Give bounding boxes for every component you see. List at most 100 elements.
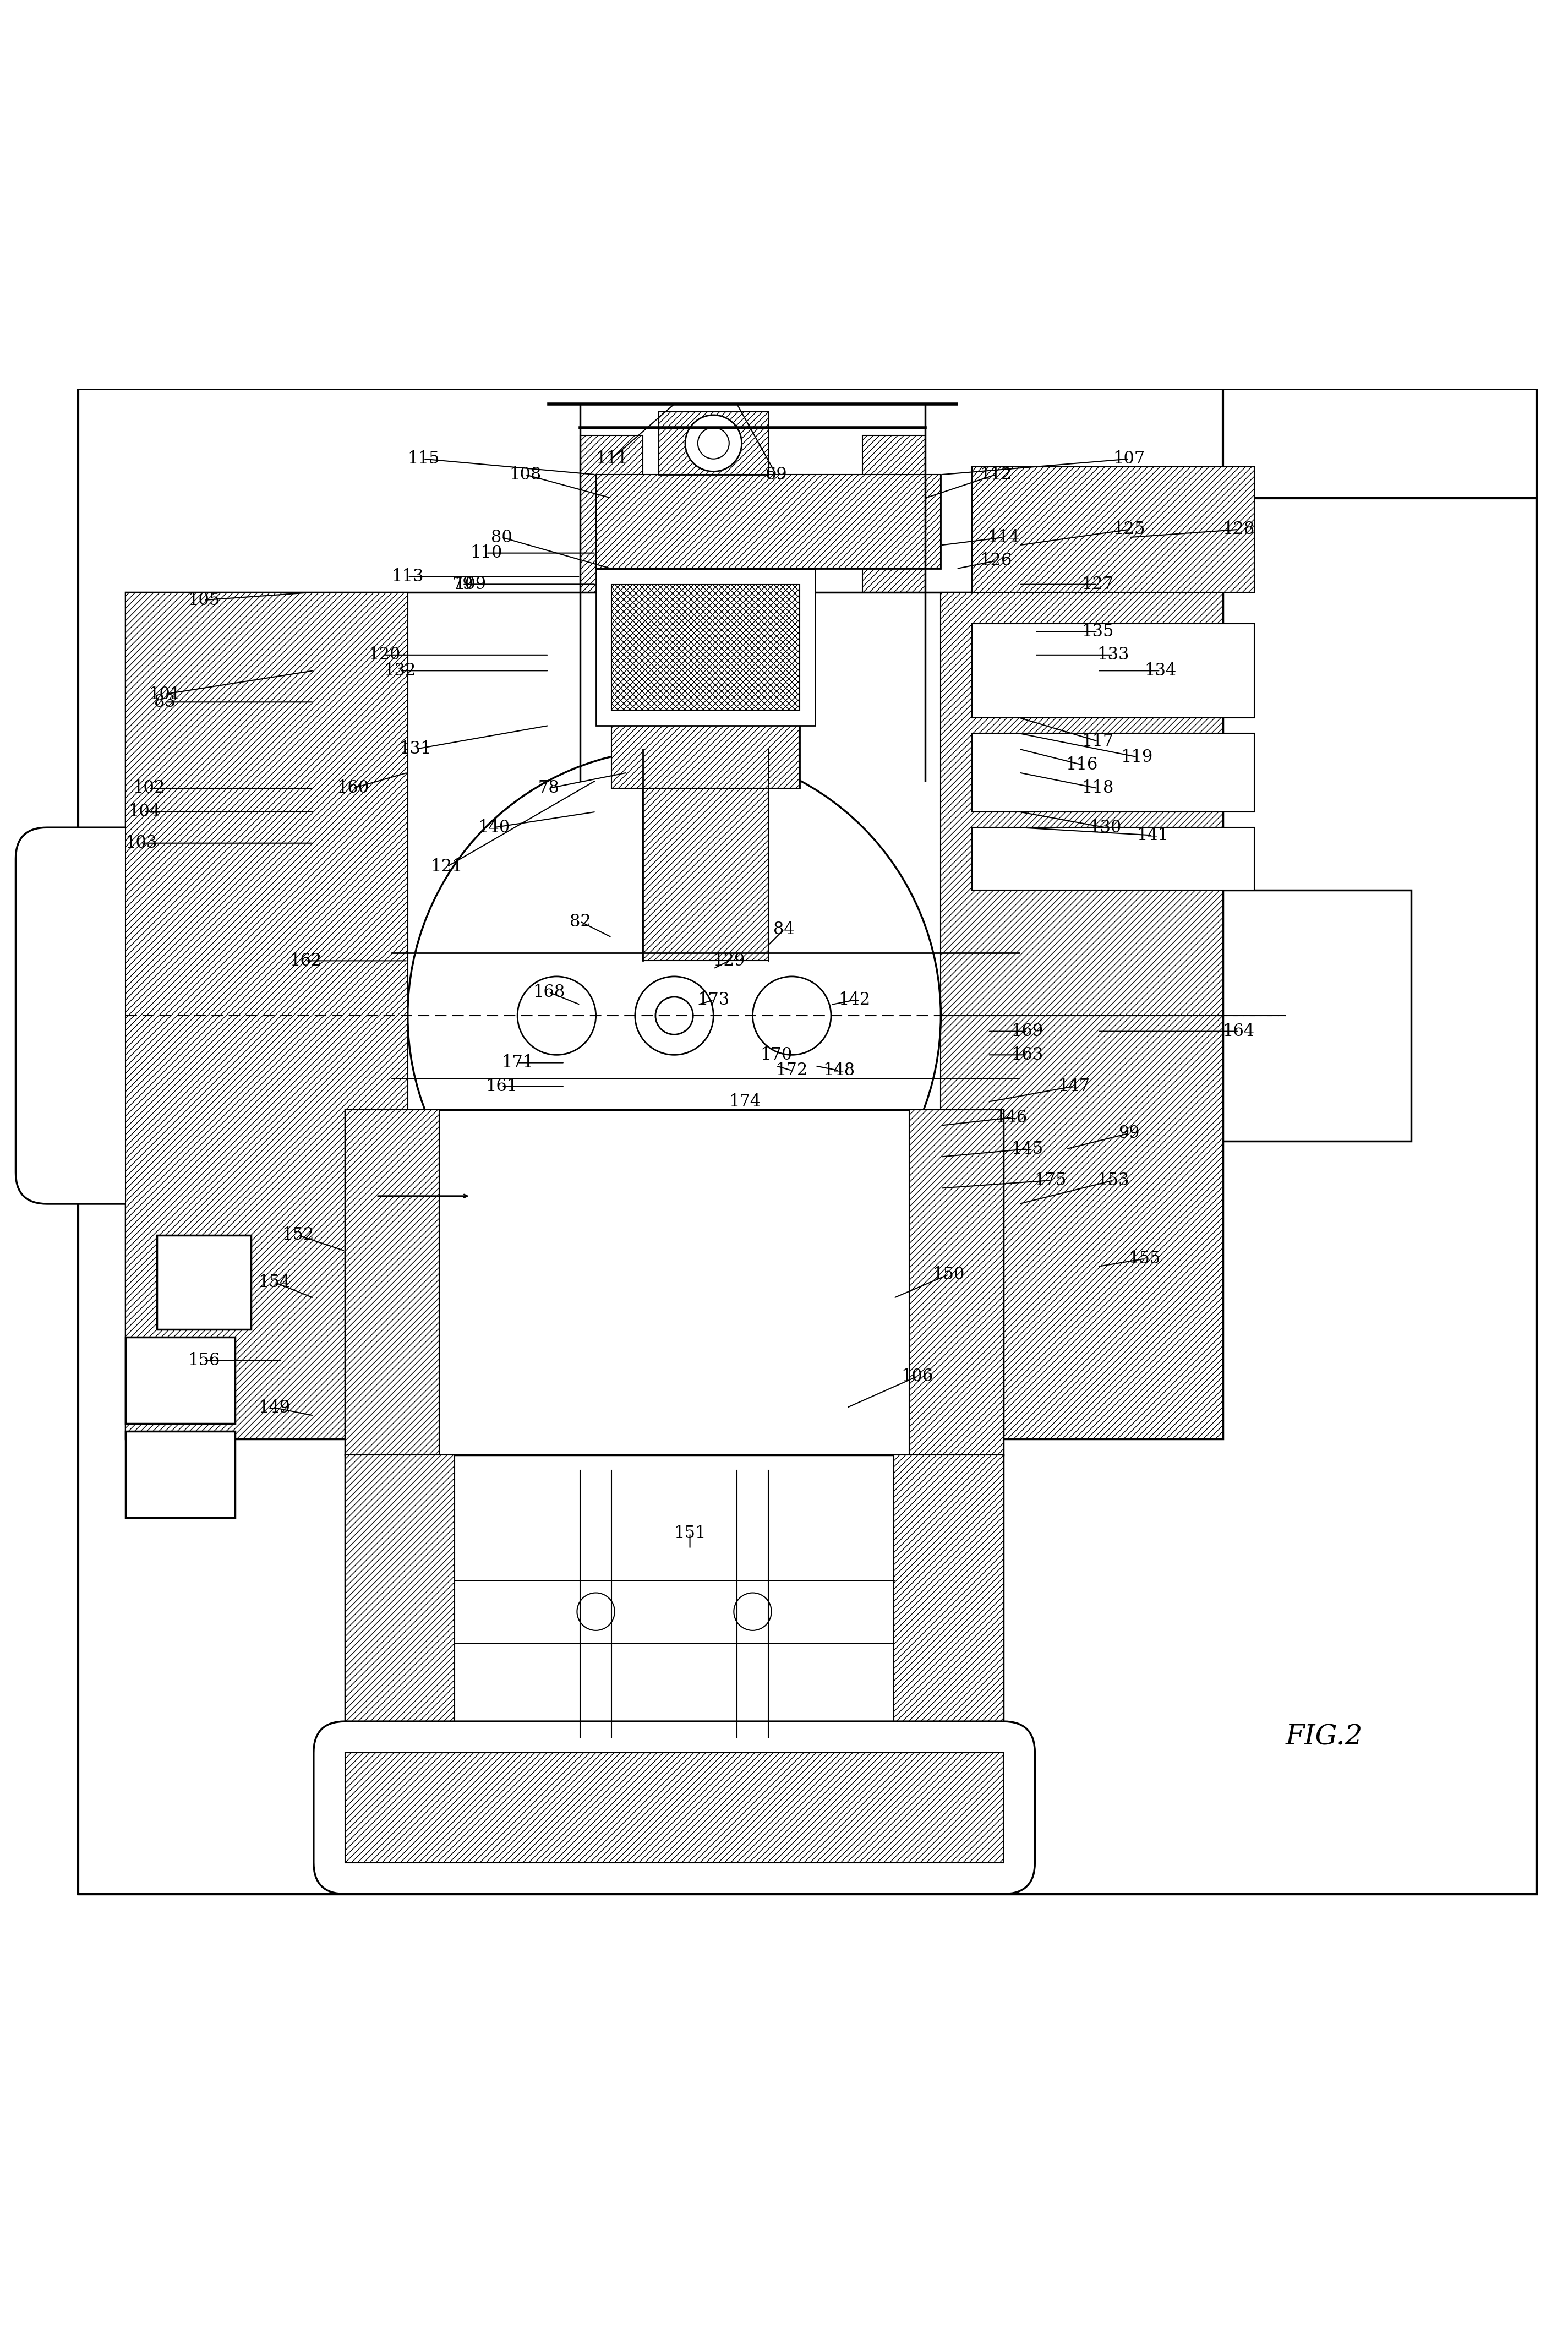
Text: 121: 121 [431, 858, 463, 875]
Bar [596, 570, 815, 725]
Text: 146: 146 [996, 1109, 1027, 1126]
Text: 126: 126 [980, 553, 1011, 570]
Text: 69: 69 [765, 467, 787, 483]
Bar [894, 1454, 1004, 1752]
FancyBboxPatch shape [16, 828, 188, 1203]
Text: 141: 141 [1137, 828, 1168, 844]
Bar [345, 1109, 439, 1454]
Text: 115: 115 [408, 450, 439, 467]
Text: 135: 135 [1082, 624, 1113, 640]
Text: 160: 160 [337, 781, 368, 797]
Text: 127: 127 [1082, 577, 1113, 593]
Text: 109: 109 [455, 577, 486, 593]
FancyBboxPatch shape [314, 1721, 1035, 1895]
Bar [345, 1109, 1004, 1454]
Bar [643, 748, 768, 961]
Circle shape [517, 976, 596, 1055]
Text: 163: 163 [1011, 1046, 1043, 1062]
Text: 175: 175 [1035, 1172, 1066, 1189]
Text: 120: 120 [368, 647, 400, 664]
Text: 80: 80 [491, 530, 513, 546]
Bar [345, 1454, 455, 1752]
Text: 170: 170 [760, 1046, 792, 1062]
Text: 104: 104 [129, 804, 160, 821]
Text: 111: 111 [596, 450, 627, 467]
Circle shape [361, 701, 988, 1330]
Text: 78: 78 [538, 781, 560, 797]
Text: 154: 154 [259, 1273, 290, 1290]
Circle shape [655, 997, 693, 1034]
Text: 168: 168 [533, 983, 564, 1001]
Text: 134: 134 [1145, 661, 1176, 680]
Circle shape [635, 976, 713, 1055]
Text: 147: 147 [1058, 1079, 1090, 1095]
Bar [612, 584, 800, 711]
Bar [659, 413, 768, 474]
Bar [972, 467, 1254, 593]
Bar [941, 593, 1223, 1440]
Text: 132: 132 [384, 661, 416, 680]
Text: 149: 149 [259, 1400, 290, 1416]
Bar [125, 593, 408, 1440]
Text: 114: 114 [988, 530, 1019, 546]
Text: 150: 150 [933, 1266, 964, 1283]
Text: 169: 169 [1011, 1022, 1043, 1039]
Text: 116: 116 [1066, 755, 1098, 774]
Text: FIG.2: FIG.2 [1286, 1724, 1363, 1752]
Text: 107: 107 [1113, 450, 1145, 467]
Bar [909, 1109, 1004, 1454]
Bar [659, 413, 768, 474]
Bar [125, 593, 1223, 1440]
Bar [1223, 891, 1411, 1142]
Circle shape [577, 1592, 615, 1630]
Bar [972, 624, 1254, 718]
Text: 142: 142 [839, 992, 870, 1008]
Text: 84: 84 [773, 922, 795, 938]
Text: 133: 133 [1098, 647, 1129, 664]
Text: 110: 110 [470, 544, 502, 560]
Text: 113: 113 [392, 567, 423, 586]
Bar [580, 436, 643, 748]
Bar [612, 725, 800, 788]
Text: 174: 174 [729, 1093, 760, 1112]
Bar [125, 1337, 235, 1423]
Text: 118: 118 [1082, 781, 1113, 797]
Text: 164: 164 [1223, 1022, 1254, 1039]
Bar [862, 436, 925, 748]
Bar [345, 1454, 1004, 1752]
Text: 117: 117 [1082, 732, 1113, 750]
Bar [972, 467, 1254, 593]
Bar [125, 1430, 235, 1517]
Text: 162: 162 [290, 952, 321, 968]
Circle shape [698, 427, 729, 460]
Text: 152: 152 [282, 1226, 314, 1243]
Text: 79: 79 [452, 577, 474, 593]
Text: 130: 130 [1090, 818, 1121, 837]
Text: 172: 172 [776, 1062, 808, 1079]
Text: 102: 102 [133, 781, 165, 797]
Text: 151: 151 [674, 1524, 706, 1541]
Text: 112: 112 [980, 467, 1011, 483]
Text: 106: 106 [902, 1367, 933, 1386]
Text: 125: 125 [1113, 521, 1145, 537]
Text: 173: 173 [698, 992, 729, 1008]
Text: 148: 148 [823, 1062, 855, 1079]
Text: 161: 161 [486, 1079, 517, 1095]
Text: 171: 171 [502, 1055, 533, 1072]
Text: 153: 153 [1098, 1172, 1129, 1189]
Circle shape [408, 748, 941, 1283]
Text: 155: 155 [1129, 1250, 1160, 1266]
Circle shape [685, 415, 742, 471]
Text: 128: 128 [1223, 521, 1254, 537]
Text: 156: 156 [188, 1353, 220, 1369]
Text: 82: 82 [569, 912, 591, 931]
Text: 101: 101 [149, 685, 180, 703]
Circle shape [753, 976, 831, 1055]
Bar [157, 1236, 251, 1330]
Bar [972, 828, 1254, 891]
Text: 129: 129 [713, 952, 745, 968]
Bar [345, 1752, 1004, 1862]
Text: 140: 140 [478, 818, 510, 837]
Bar [972, 734, 1254, 811]
Bar [612, 725, 800, 788]
